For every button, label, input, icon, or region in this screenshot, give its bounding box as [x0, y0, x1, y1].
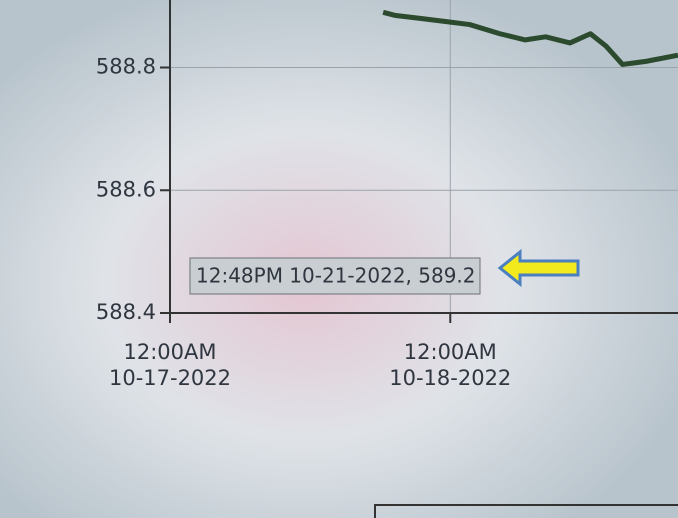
chart: 588.4588.6588.812:00AM10-17-202212:00AM1… — [0, 0, 678, 518]
y-tick-label: 588.4 — [96, 300, 156, 324]
y-tick-label: 588.6 — [96, 177, 156, 201]
annotation: 12:48PM 10-21-2022, 589.2 — [196, 264, 476, 288]
x-tick-label: 10-18-2022 — [389, 366, 511, 390]
x-tick-label: 12:00AM — [404, 340, 497, 364]
y-tick-label: 588.8 — [96, 55, 156, 79]
x-tick-label: 10-17-2022 — [109, 366, 231, 390]
x-tick-label: 12:00AM — [123, 340, 216, 364]
